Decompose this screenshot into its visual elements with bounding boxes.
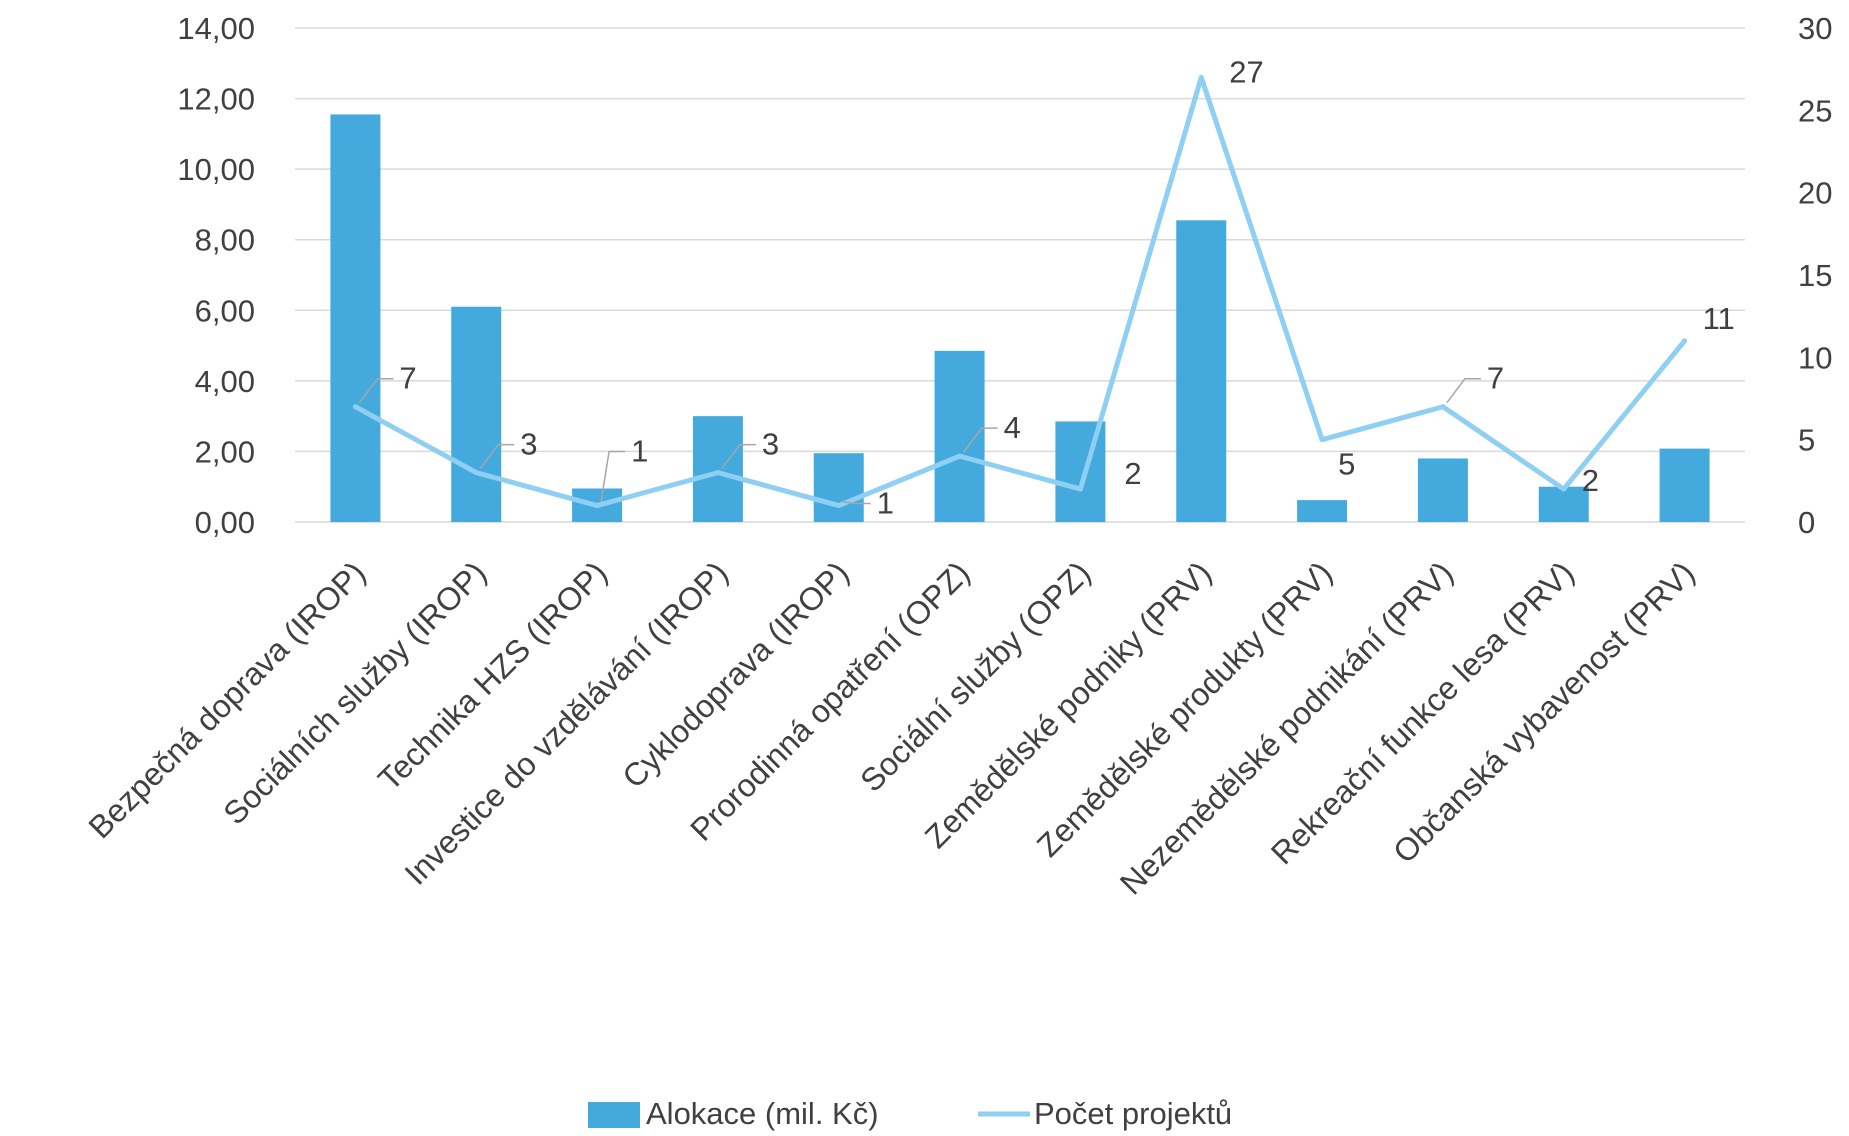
left-axis-tick-label: 6,00 [195,293,255,328]
legend-bar-swatch [588,1102,640,1128]
bar [1659,448,1710,522]
right-axis-tick-label: 15 [1798,258,1832,293]
right-axis-tick-label: 20 [1798,176,1832,211]
line-point [715,470,721,476]
left-axis-tick-label: 2,00 [195,434,255,469]
bar-series [330,114,1710,523]
right-axis-tick-label: 10 [1798,340,1832,375]
category-label: Technika HZS (IROP) [371,554,614,797]
line-point [1319,437,1325,443]
legend-bar-label: Alokace (mil. Kč) [646,1096,879,1131]
line-point [352,404,358,410]
right-axis-ticks: 0 5 10 15 20 25 30 [1798,11,1832,540]
line-data-label: 3 [762,427,779,462]
line-point [1077,486,1083,492]
label-leader-line [721,443,756,470]
line-data-label: 1 [631,434,648,469]
line-point [1561,486,1567,492]
bar [1176,220,1227,523]
line-data-label: 5 [1338,447,1355,482]
legend: Alokace (mil. Kč) Počet projektů [588,1096,1232,1131]
line-data-label: 2 [1582,463,1599,498]
line-point [957,453,963,459]
line-data-label: 27 [1229,54,1263,89]
line-point [594,503,600,509]
bar [451,306,502,522]
line-series [352,74,1688,509]
category-labels: Bezpečná doprava (IROP)Sociálních služby… [82,554,1702,901]
label-leader-line [479,443,515,470]
bar [813,453,864,522]
left-axis-tick-label: 0,00 [195,505,255,540]
bar [1297,500,1348,522]
gridlines [295,27,1745,523]
line-point [1198,74,1204,80]
category-label: Sociální služby (OPZ) [853,554,1097,798]
bar [692,416,743,522]
bar [1417,458,1468,522]
line-data-label: 1 [877,486,894,521]
line-data-labels: 7 3 1 3 1 4 2 27 5 7 2 11 [358,54,1735,521]
label-leader-line [962,427,998,453]
left-axis-tick-label: 14,00 [177,11,255,46]
label-leader-line [1446,377,1481,404]
right-axis-tick-label: 0 [1798,505,1815,540]
category-label: Cyklodoprava (IROP) [615,554,855,794]
line-data-label: 7 [1487,361,1504,396]
right-axis-tick-label: 5 [1798,423,1815,458]
bar [330,114,381,522]
right-axis-tick-label: 30 [1798,11,1832,46]
legend-line-label: Počet projektů [1034,1096,1232,1131]
left-axis-tick-label: 4,00 [195,364,255,399]
left-axis-ticks: 0,00 2,00 4,00 6,00 8,00 10,00 12,00 14,00 [177,11,255,540]
line-point [1682,338,1688,344]
line-data-label: 7 [399,361,416,396]
label-leader-line [358,377,394,404]
line-point [473,470,479,476]
left-axis-tick-label: 10,00 [177,152,255,187]
left-axis-tick-label: 8,00 [195,223,255,258]
label-leader-line [600,450,626,502]
line-path [352,74,1688,509]
line-data-label: 11 [1703,301,1735,336]
line-point [836,503,842,509]
line-data-label: 4 [1004,410,1021,445]
bar [1538,486,1589,522]
line-point [1440,404,1446,410]
line-data-label: 2 [1124,456,1141,491]
label-leader-line [842,500,871,505]
right-axis-tick-label: 25 [1798,93,1832,128]
left-axis-tick-label: 12,00 [177,82,255,117]
line-data-label: 3 [520,427,537,462]
bar [934,350,985,522]
